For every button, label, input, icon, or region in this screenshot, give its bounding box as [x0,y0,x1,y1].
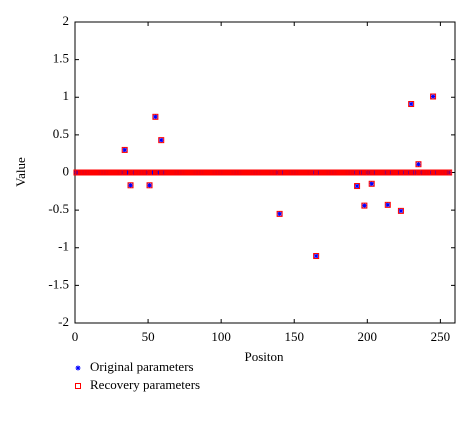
legend-label: Original parameters [90,359,194,374]
y-tick-label: 1 [63,88,70,103]
x-tick-label: 150 [284,329,304,344]
point [354,183,361,190]
point [384,201,391,208]
y-axis-label: Value [13,157,28,187]
series [73,93,452,259]
point [368,180,375,187]
x-tick-label: 100 [211,329,231,344]
point [146,182,153,189]
point [369,181,375,187]
point [446,169,453,176]
point [277,211,283,217]
point [408,101,414,107]
point [397,207,404,214]
legend-label: Recovery parameters [90,377,200,392]
point [385,202,391,208]
y-tick-label: -1 [58,239,69,254]
x-axis-label: Positon [244,349,284,364]
point [313,253,320,260]
series [73,93,453,260]
y-tick-label: -1.5 [48,276,69,291]
point [152,113,159,120]
legend-marker [75,365,81,371]
x-tick-label: 250 [431,329,451,344]
y-tick-label: -2 [58,314,69,329]
point [430,93,436,99]
point [122,147,128,153]
point [276,210,283,217]
point [158,137,164,143]
y-tick-label: -0.5 [48,201,69,216]
y-tick-label: 2 [63,13,70,28]
point [147,182,153,188]
y-tick-label: 0.5 [53,126,69,141]
point [158,137,165,144]
point [121,146,128,153]
point [361,202,368,209]
x-tick-label: 0 [72,329,79,344]
point [361,203,367,209]
legend-marker [75,383,81,389]
x-tick-label: 200 [358,329,378,344]
x-tick-label: 50 [142,329,155,344]
point [313,253,319,259]
point [415,161,422,168]
y-tick-label: 1.5 [53,51,69,66]
point [152,114,158,120]
y-tick-label: 0 [63,163,70,178]
point [430,93,437,100]
point [408,101,415,108]
point [128,182,134,188]
point [127,182,134,189]
point [354,183,360,189]
point [415,161,421,167]
point [398,208,404,214]
